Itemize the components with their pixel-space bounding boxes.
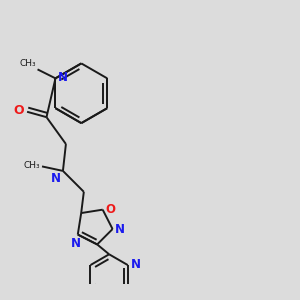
Text: O: O <box>105 202 115 216</box>
Text: N: N <box>130 258 140 271</box>
Text: N: N <box>115 223 125 236</box>
Text: N: N <box>58 71 68 84</box>
Text: CH₃: CH₃ <box>20 59 36 68</box>
Text: CH₃: CH₃ <box>24 161 40 170</box>
Text: N: N <box>71 237 81 250</box>
Text: N: N <box>50 172 61 184</box>
Text: O: O <box>14 104 24 117</box>
